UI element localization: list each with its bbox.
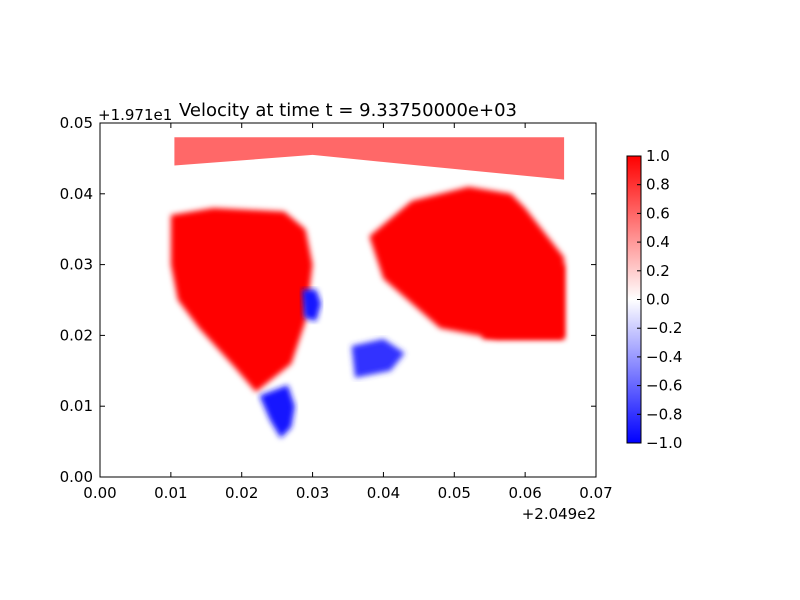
colorbar: 1.0 0.8 0.6 0.4 0.2 0.0 −0.2 −0.4 −0.6 −0.8 −1.0 <box>626 147 682 452</box>
x-tick-label: 0.07 <box>579 484 612 502</box>
y-tick-label: 0.00 <box>60 468 93 486</box>
colorbar-tick-label: −0.2 <box>646 319 682 337</box>
x-tick-label: 0.05 <box>438 484 471 502</box>
colorbar-tick-label: −0.8 <box>646 405 682 423</box>
x-tick-label: 0.06 <box>508 484 541 502</box>
colorbar-tick-label: −0.4 <box>646 348 682 366</box>
colorbar-tick-label: 0.0 <box>646 291 670 309</box>
colorbar-tick-label: 0.4 <box>646 233 670 251</box>
y-offset-label: +1.971e1 <box>98 106 172 124</box>
field-region-upper-band <box>174 137 565 180</box>
colorbar-tick-label: 0.6 <box>646 204 670 222</box>
colorbar-tick-label: 0.2 <box>646 262 670 280</box>
colorbar-tick-label: −0.6 <box>646 377 682 395</box>
y-axis: 0.00 0.01 0.02 0.03 0.04 0.05 <box>60 114 596 486</box>
colorbar-tick-label: 1.0 <box>646 147 670 165</box>
y-tick-label: 0.03 <box>60 256 93 274</box>
chart-title: Velocity at time t = 9.33750000e+03 <box>179 100 517 121</box>
x-axis: 0.00 0.01 0.02 0.03 0.04 0.05 0.06 0.07 <box>83 123 613 502</box>
colorbar-tick-label: −1.0 <box>646 434 682 452</box>
y-tick-label: 0.05 <box>60 114 93 132</box>
field-region-south-east-lobe <box>482 264 565 339</box>
field-region-west-lobe <box>170 208 313 392</box>
x-tick-label: 0.04 <box>367 484 400 502</box>
x-tick-label: 0.02 <box>225 484 258 502</box>
velocity-field <box>170 137 565 439</box>
x-tick-label: 0.01 <box>154 484 187 502</box>
y-tick-label: 0.02 <box>60 326 93 344</box>
field-region-blue-south-plume <box>259 385 295 439</box>
colorbar-tick-label: 0.8 <box>646 176 670 194</box>
x-offset-label: +2.049e2 <box>522 505 596 523</box>
field-region-blue-bay-eddy <box>351 338 405 378</box>
plot-frame <box>99 122 597 478</box>
y-tick-label: 0.01 <box>60 397 93 415</box>
x-tick-label: 0.00 <box>83 484 116 502</box>
colorbar-ticks: 1.0 0.8 0.6 0.4 0.2 0.0 −0.2 −0.4 −0.6 −0.8 −1.0 <box>637 147 682 452</box>
field-region-blue-centre-eddy <box>301 289 322 322</box>
x-tick-label: 0.03 <box>296 484 329 502</box>
y-tick-label: 0.04 <box>60 185 93 203</box>
